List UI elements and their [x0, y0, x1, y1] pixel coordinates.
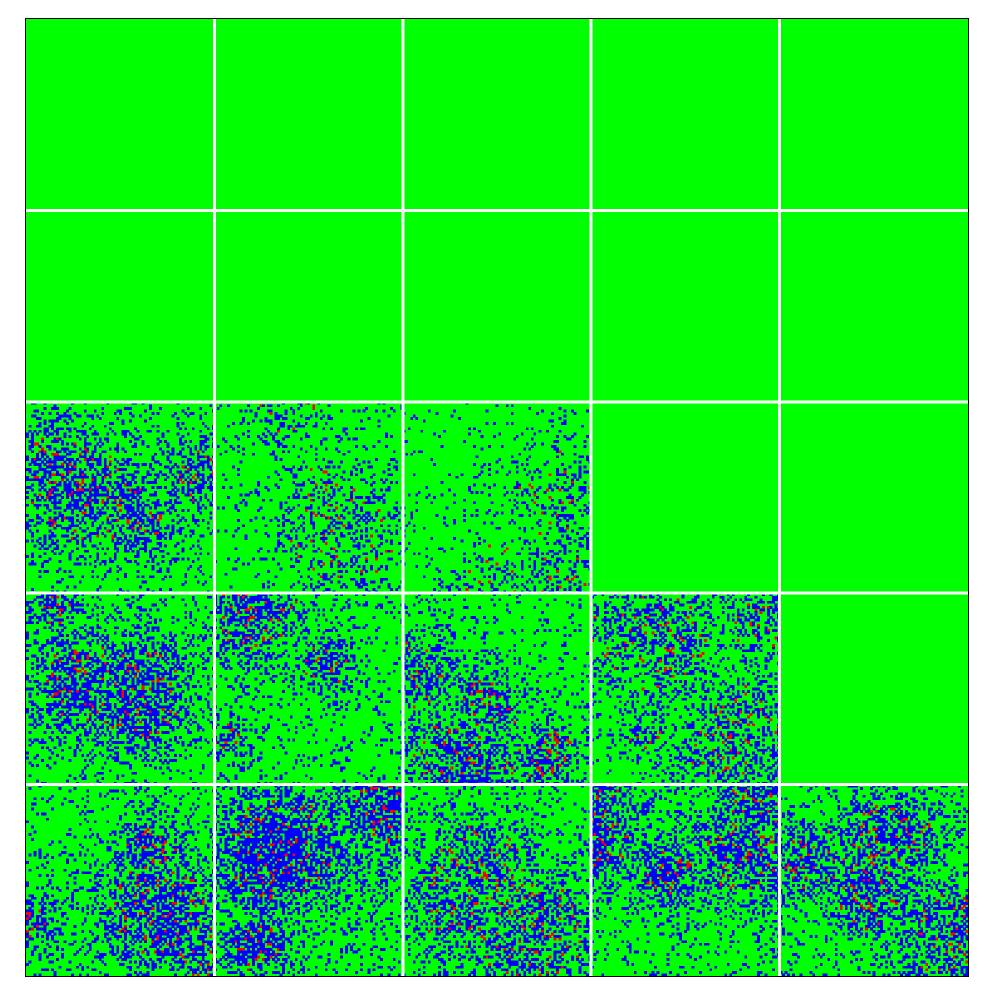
panel-r4-c3: [402, 593, 592, 785]
vertical-divider: [778, 19, 782, 976]
panel-r3-c2: [214, 401, 404, 594]
horizontal-divider: [26, 783, 968, 787]
panel-r3-c3: [402, 401, 592, 594]
panel-r3-c1: [26, 401, 215, 594]
panel-r5-c3: [402, 784, 592, 976]
panel-r5-c2: [214, 784, 404, 976]
horizontal-divider: [26, 400, 968, 404]
vertical-divider: [401, 19, 405, 976]
panel-r5-c1: [26, 784, 215, 976]
panel-r4-c4: [591, 593, 780, 785]
vertical-divider: [212, 19, 216, 976]
horizontal-divider: [26, 208, 968, 212]
panel-r5-c5: [779, 784, 968, 976]
simulation-grid: [26, 19, 968, 976]
panel-r4-c1: [26, 593, 215, 785]
horizontal-divider: [26, 591, 968, 595]
vertical-divider: [589, 19, 593, 976]
grid-background: [26, 19, 968, 976]
simulation-frame: [25, 18, 969, 977]
